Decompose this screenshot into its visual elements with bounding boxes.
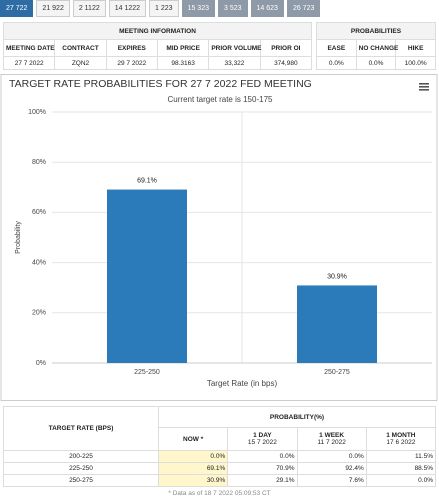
column-header: CONTRACT xyxy=(54,39,107,57)
column-label: 1 DAY xyxy=(253,432,272,439)
meeting-tab[interactable]: 1 223 xyxy=(149,0,179,17)
rate-cell: 250-275 xyxy=(3,474,159,487)
y-tick-label: 40% xyxy=(32,259,46,266)
meeting-tab[interactable]: 14 1222 xyxy=(108,0,147,17)
group-header: MEETING INFORMATION xyxy=(3,22,312,40)
meeting-tab[interactable]: 21 922 xyxy=(36,0,70,17)
cell: 374,980 xyxy=(259,56,313,70)
bar-value-label: 30.9% xyxy=(327,273,347,280)
column-label: NOW * xyxy=(183,435,204,443)
y-tick-label: 100% xyxy=(28,109,46,116)
meeting-info-table: MEETING INFORMATION MEETING DATE CONTRACT E… xyxy=(2,22,313,70)
cell: 92.4% xyxy=(296,462,367,475)
data-row: 27 7 2022 ZQN2 29 7 2022 98.3163 33,322 374,9… xyxy=(2,56,313,70)
cell: 0.0% xyxy=(157,450,229,463)
rate-cell: 200-225 xyxy=(3,450,159,463)
cell: 100.0% xyxy=(395,56,436,70)
group-header: PROBABILITIES xyxy=(316,22,436,40)
cell: 0.0% xyxy=(355,56,397,70)
cell: 29.1% xyxy=(227,474,298,487)
group-row: TARGET RATE (BPS) PROBABILITY(%) xyxy=(3,406,436,451)
cell: 33,322 xyxy=(208,56,261,70)
column-label: 1 WEEK xyxy=(319,432,345,439)
column-row: NOW * 1 DAY 15 7 2022 1 WEEK 11 7 2022 1 MONT… xyxy=(4,427,437,451)
cell: 0.0% xyxy=(316,56,357,70)
bar-value-label: 69.1% xyxy=(137,177,157,184)
probabilities-table: PROBABILITIES EASE NO CHANGE HIKE 0.0% 0.0% 10… xyxy=(316,22,436,70)
column-date: 15 7 2022 xyxy=(247,439,277,446)
meeting-tab[interactable]: 2 1122 xyxy=(72,0,106,17)
cell: 7.6% xyxy=(296,474,367,487)
cell: 88.5% xyxy=(365,462,437,475)
group-header: PROBABILITY(%) xyxy=(158,406,436,428)
column-header: PRIOR VOLUME xyxy=(208,39,262,57)
probability-history-table: TARGET RATE (BPS) PROBABILITY(%) NOW * 1 DA… xyxy=(3,406,437,487)
cell: 11.5% xyxy=(365,450,437,463)
data-row: 0.0% 0.0% 100.0% xyxy=(316,56,436,70)
group-row: PROBABILITIES xyxy=(316,22,436,40)
column-header: 1 WEEK 11 7 2022 xyxy=(296,427,367,451)
cell: 29 7 2022 xyxy=(105,56,158,70)
chart: TARGET RATE PROBABILITIES FOR 27 7 2022 … xyxy=(0,74,438,401)
column-header: EASE xyxy=(316,39,357,57)
group-row: MEETING INFORMATION xyxy=(3,22,312,40)
column-header: NOW * xyxy=(157,427,229,451)
x-tick-label: 250-275 xyxy=(324,369,350,376)
y-tick-label: 60% xyxy=(32,209,46,216)
y-tick-label: 80% xyxy=(32,159,46,166)
column-header: PRIOR OI xyxy=(259,39,313,57)
footnote: * Data as of 18 7 2022 05:09:53 CT xyxy=(168,490,271,497)
cell: 0.0% xyxy=(296,450,367,463)
x-tick-label: 225-250 xyxy=(134,369,160,376)
cell: 0.0% xyxy=(365,474,437,487)
cell: 30.9% xyxy=(157,474,229,487)
rate-cell: 225-250 xyxy=(3,462,159,475)
x-axis-label: Target Rate (in bps) xyxy=(207,379,278,388)
meeting-tab[interactable]: 3 523 xyxy=(218,0,248,17)
column-label: 1 MONTH xyxy=(386,432,416,439)
rate-header: TARGET RATE (BPS) xyxy=(3,406,159,451)
cell: 69.1% xyxy=(157,462,229,475)
data-row: 250-275 30.9% 29.1% 7.6% 0.0% xyxy=(3,474,437,487)
cell: 27 7 2022 xyxy=(2,56,56,70)
data-row: 225-250 69.1% 70.9% 92.4% 88.5% xyxy=(3,462,437,475)
y-tick-label: 20% xyxy=(32,310,46,317)
data-row: 200-225 0.0% 0.0% 0.0% 11.5% xyxy=(3,450,437,463)
meeting-tab[interactable]: 14 623 xyxy=(250,0,284,17)
meeting-tab[interactable]: 27 722 xyxy=(0,0,34,17)
column-header: NO CHANGE xyxy=(355,39,398,57)
bar xyxy=(297,285,377,363)
meeting-tab[interactable]: 15 323 xyxy=(181,0,215,17)
chart-frame xyxy=(0,74,438,401)
column-row: EASE NO CHANGE HIKE xyxy=(316,39,436,57)
column-header: 1 MONTH 17 6 2022 xyxy=(365,427,437,451)
column-row: MEETING DATE CONTRACT EXPIRES MID PRICE PRIO… xyxy=(2,39,313,57)
menu-icon[interactable] xyxy=(419,83,429,91)
column-header: HIKE xyxy=(395,39,436,57)
meeting-tab[interactable]: 26 723 xyxy=(286,0,321,17)
cell: ZQN2 xyxy=(54,56,107,70)
cell: 98.3163 xyxy=(156,56,210,70)
cell: 0.0% xyxy=(227,450,298,463)
cell: 70.9% xyxy=(227,462,298,475)
column-header: EXPIRES xyxy=(105,39,158,57)
column-date: 17 6 2022 xyxy=(386,439,416,446)
bar xyxy=(107,189,187,363)
meeting-tabs: 27 722 21 922 2 1122 14 1222 1 223 15 323 3 52… xyxy=(0,0,321,17)
column-date: 11 7 2022 xyxy=(317,439,346,446)
column-header: 1 DAY 15 7 2022 xyxy=(227,427,298,451)
y-tick-label: 0% xyxy=(36,360,46,367)
column-header: MEETING DATE xyxy=(2,39,56,57)
chart-subtitle: Current target rate is 150-175 xyxy=(168,95,273,104)
chart-title: TARGET RATE PROBABILITIES FOR 27 7 2022 … xyxy=(9,78,312,90)
y-axis-label: Probability xyxy=(15,221,22,254)
column-header: MID PRICE xyxy=(156,39,210,57)
